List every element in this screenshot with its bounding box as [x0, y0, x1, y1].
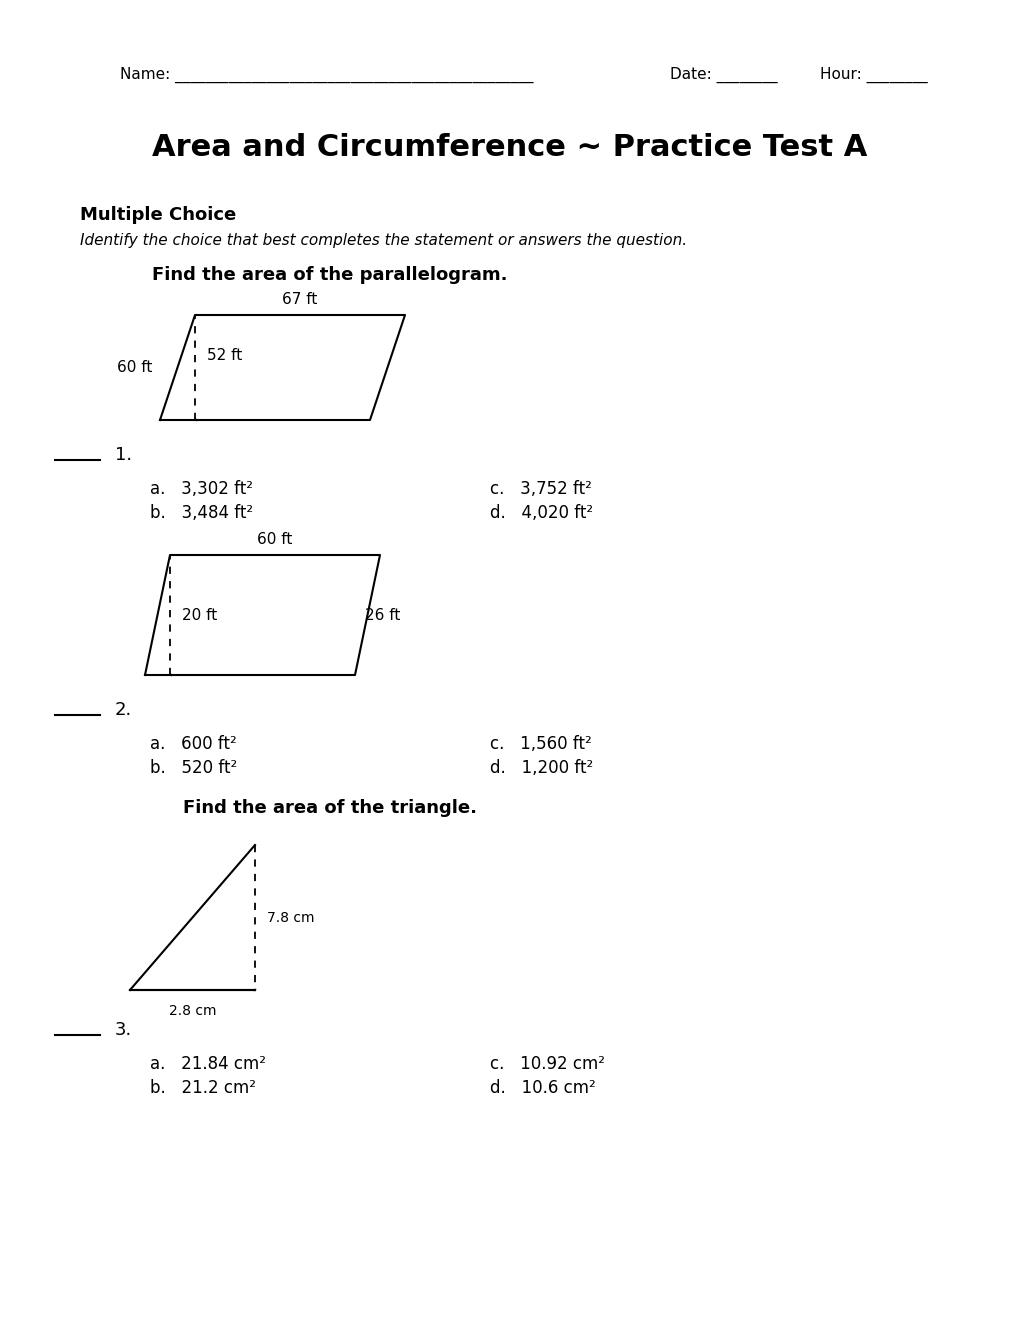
- Text: Area and Circumference ~ Practice Test A: Area and Circumference ~ Practice Test A: [152, 133, 867, 162]
- Text: Name: _______________________________________________: Name: __________________________________…: [120, 67, 533, 83]
- Text: c.   10.92 cm²: c. 10.92 cm²: [489, 1055, 604, 1073]
- Text: c.   3,752 ft²: c. 3,752 ft²: [489, 480, 591, 498]
- Text: Find the area of the parallelogram.: Find the area of the parallelogram.: [152, 267, 507, 284]
- Text: 7.8 cm: 7.8 cm: [267, 911, 314, 924]
- Text: a.   3,302 ft²: a. 3,302 ft²: [150, 480, 253, 498]
- Text: b.   21.2 cm²: b. 21.2 cm²: [150, 1078, 256, 1097]
- Text: 26 ft: 26 ft: [365, 607, 400, 623]
- Text: b.   3,484 ft²: b. 3,484 ft²: [150, 504, 253, 521]
- Text: 60 ft: 60 ft: [257, 532, 292, 548]
- Text: 2.: 2.: [115, 701, 132, 719]
- Text: d.   1,200 ft²: d. 1,200 ft²: [489, 759, 593, 777]
- Text: 1.: 1.: [115, 446, 132, 465]
- Text: c.   1,560 ft²: c. 1,560 ft²: [489, 735, 591, 752]
- Text: 52 ft: 52 ft: [207, 348, 243, 363]
- Text: Hour: ________: Hour: ________: [819, 67, 926, 83]
- Text: 67 ft: 67 ft: [282, 293, 317, 308]
- Text: d.   4,020 ft²: d. 4,020 ft²: [489, 504, 592, 521]
- Text: Identify the choice that best completes the statement or answers the question.: Identify the choice that best completes …: [79, 232, 687, 248]
- Text: Date: ________: Date: ________: [669, 67, 776, 83]
- Text: 60 ft: 60 ft: [116, 360, 152, 375]
- Text: d.   10.6 cm²: d. 10.6 cm²: [489, 1078, 595, 1097]
- Text: b.   520 ft²: b. 520 ft²: [150, 759, 237, 777]
- Text: a.   600 ft²: a. 600 ft²: [150, 735, 236, 752]
- Text: 3.: 3.: [115, 1020, 132, 1039]
- Text: 20 ft: 20 ft: [181, 607, 217, 623]
- Text: Find the area of the triangle.: Find the area of the triangle.: [182, 799, 477, 817]
- Text: Multiple Choice: Multiple Choice: [79, 206, 236, 224]
- Text: a.   21.84 cm²: a. 21.84 cm²: [150, 1055, 266, 1073]
- Text: 2.8 cm: 2.8 cm: [168, 1005, 216, 1018]
